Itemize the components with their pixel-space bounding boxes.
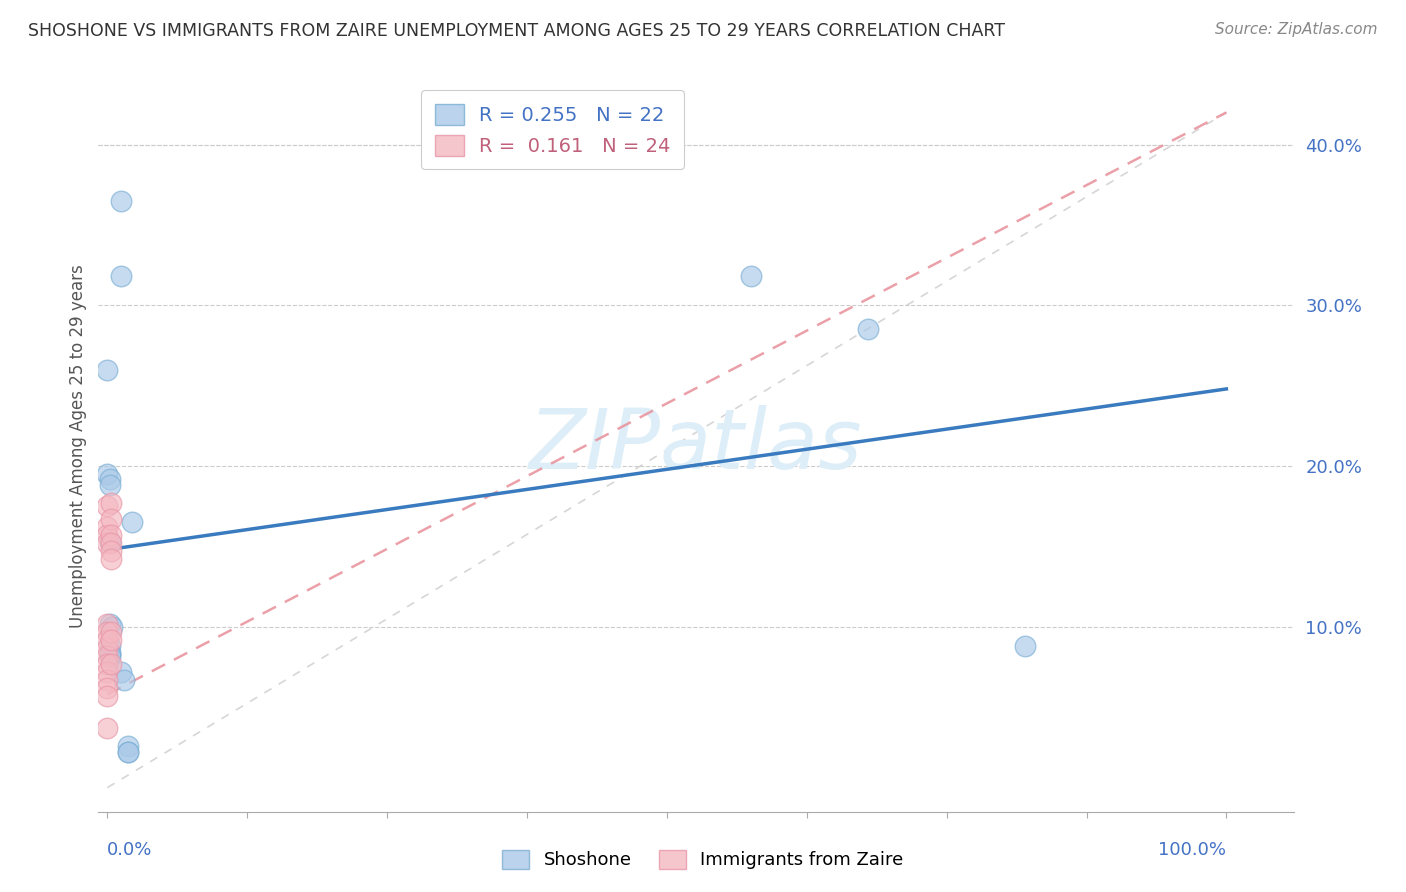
Text: SHOSHONE VS IMMIGRANTS FROM ZAIRE UNEMPLOYMENT AMONG AGES 25 TO 29 YEARS CORRELA: SHOSHONE VS IMMIGRANTS FROM ZAIRE UNEMPL… [28,22,1005,40]
Point [117,745,139,759]
Point [96,640,118,655]
Point [98,478,121,492]
Point [100,632,122,647]
Point [112,673,135,687]
Point [96,689,118,703]
Point [110,269,132,284]
Point [96,528,118,542]
Legend: R = 0.255   N = 22, R =  0.161   N = 24: R = 0.255 N = 22, R = 0.161 N = 24 [420,90,685,169]
Point [96,648,118,663]
Point [110,665,132,679]
Text: 100.0%: 100.0% [1159,841,1226,859]
Point [100,657,122,671]
Point [98,639,121,653]
Point [100,544,122,558]
Point [96,665,118,679]
Point [96,673,118,687]
Point [96,500,118,514]
Point [100,496,122,510]
Point [96,632,118,647]
Point [98,646,121,660]
Point [101,620,124,634]
Point [117,739,139,753]
Point [98,648,121,663]
Point [100,528,122,542]
Point [96,520,118,534]
Point [100,536,122,550]
Point [96,721,118,735]
Point [100,624,122,639]
Text: ZIPatlas: ZIPatlas [529,406,863,486]
Point [96,362,118,376]
Point [96,536,118,550]
Point [1014,639,1036,653]
Point [121,516,143,530]
Point [96,681,118,695]
Point [96,467,118,482]
Point [98,472,121,486]
Point [96,657,118,671]
Y-axis label: Unemployment Among Ages 25 to 29 years: Unemployment Among Ages 25 to 29 years [69,264,87,628]
Point [858,322,880,336]
Point [96,624,118,639]
Text: Source: ZipAtlas.com: Source: ZipAtlas.com [1215,22,1378,37]
Point [96,616,118,631]
Point [98,647,121,661]
Text: 0.0%: 0.0% [107,841,153,859]
Point [98,616,121,631]
Point [740,269,762,284]
Point [100,552,122,566]
Point [117,745,139,759]
Point [110,194,132,208]
Point [100,512,122,526]
Point [98,534,121,549]
Legend: Shoshone, Immigrants from Zaire: Shoshone, Immigrants from Zaire [494,841,912,879]
